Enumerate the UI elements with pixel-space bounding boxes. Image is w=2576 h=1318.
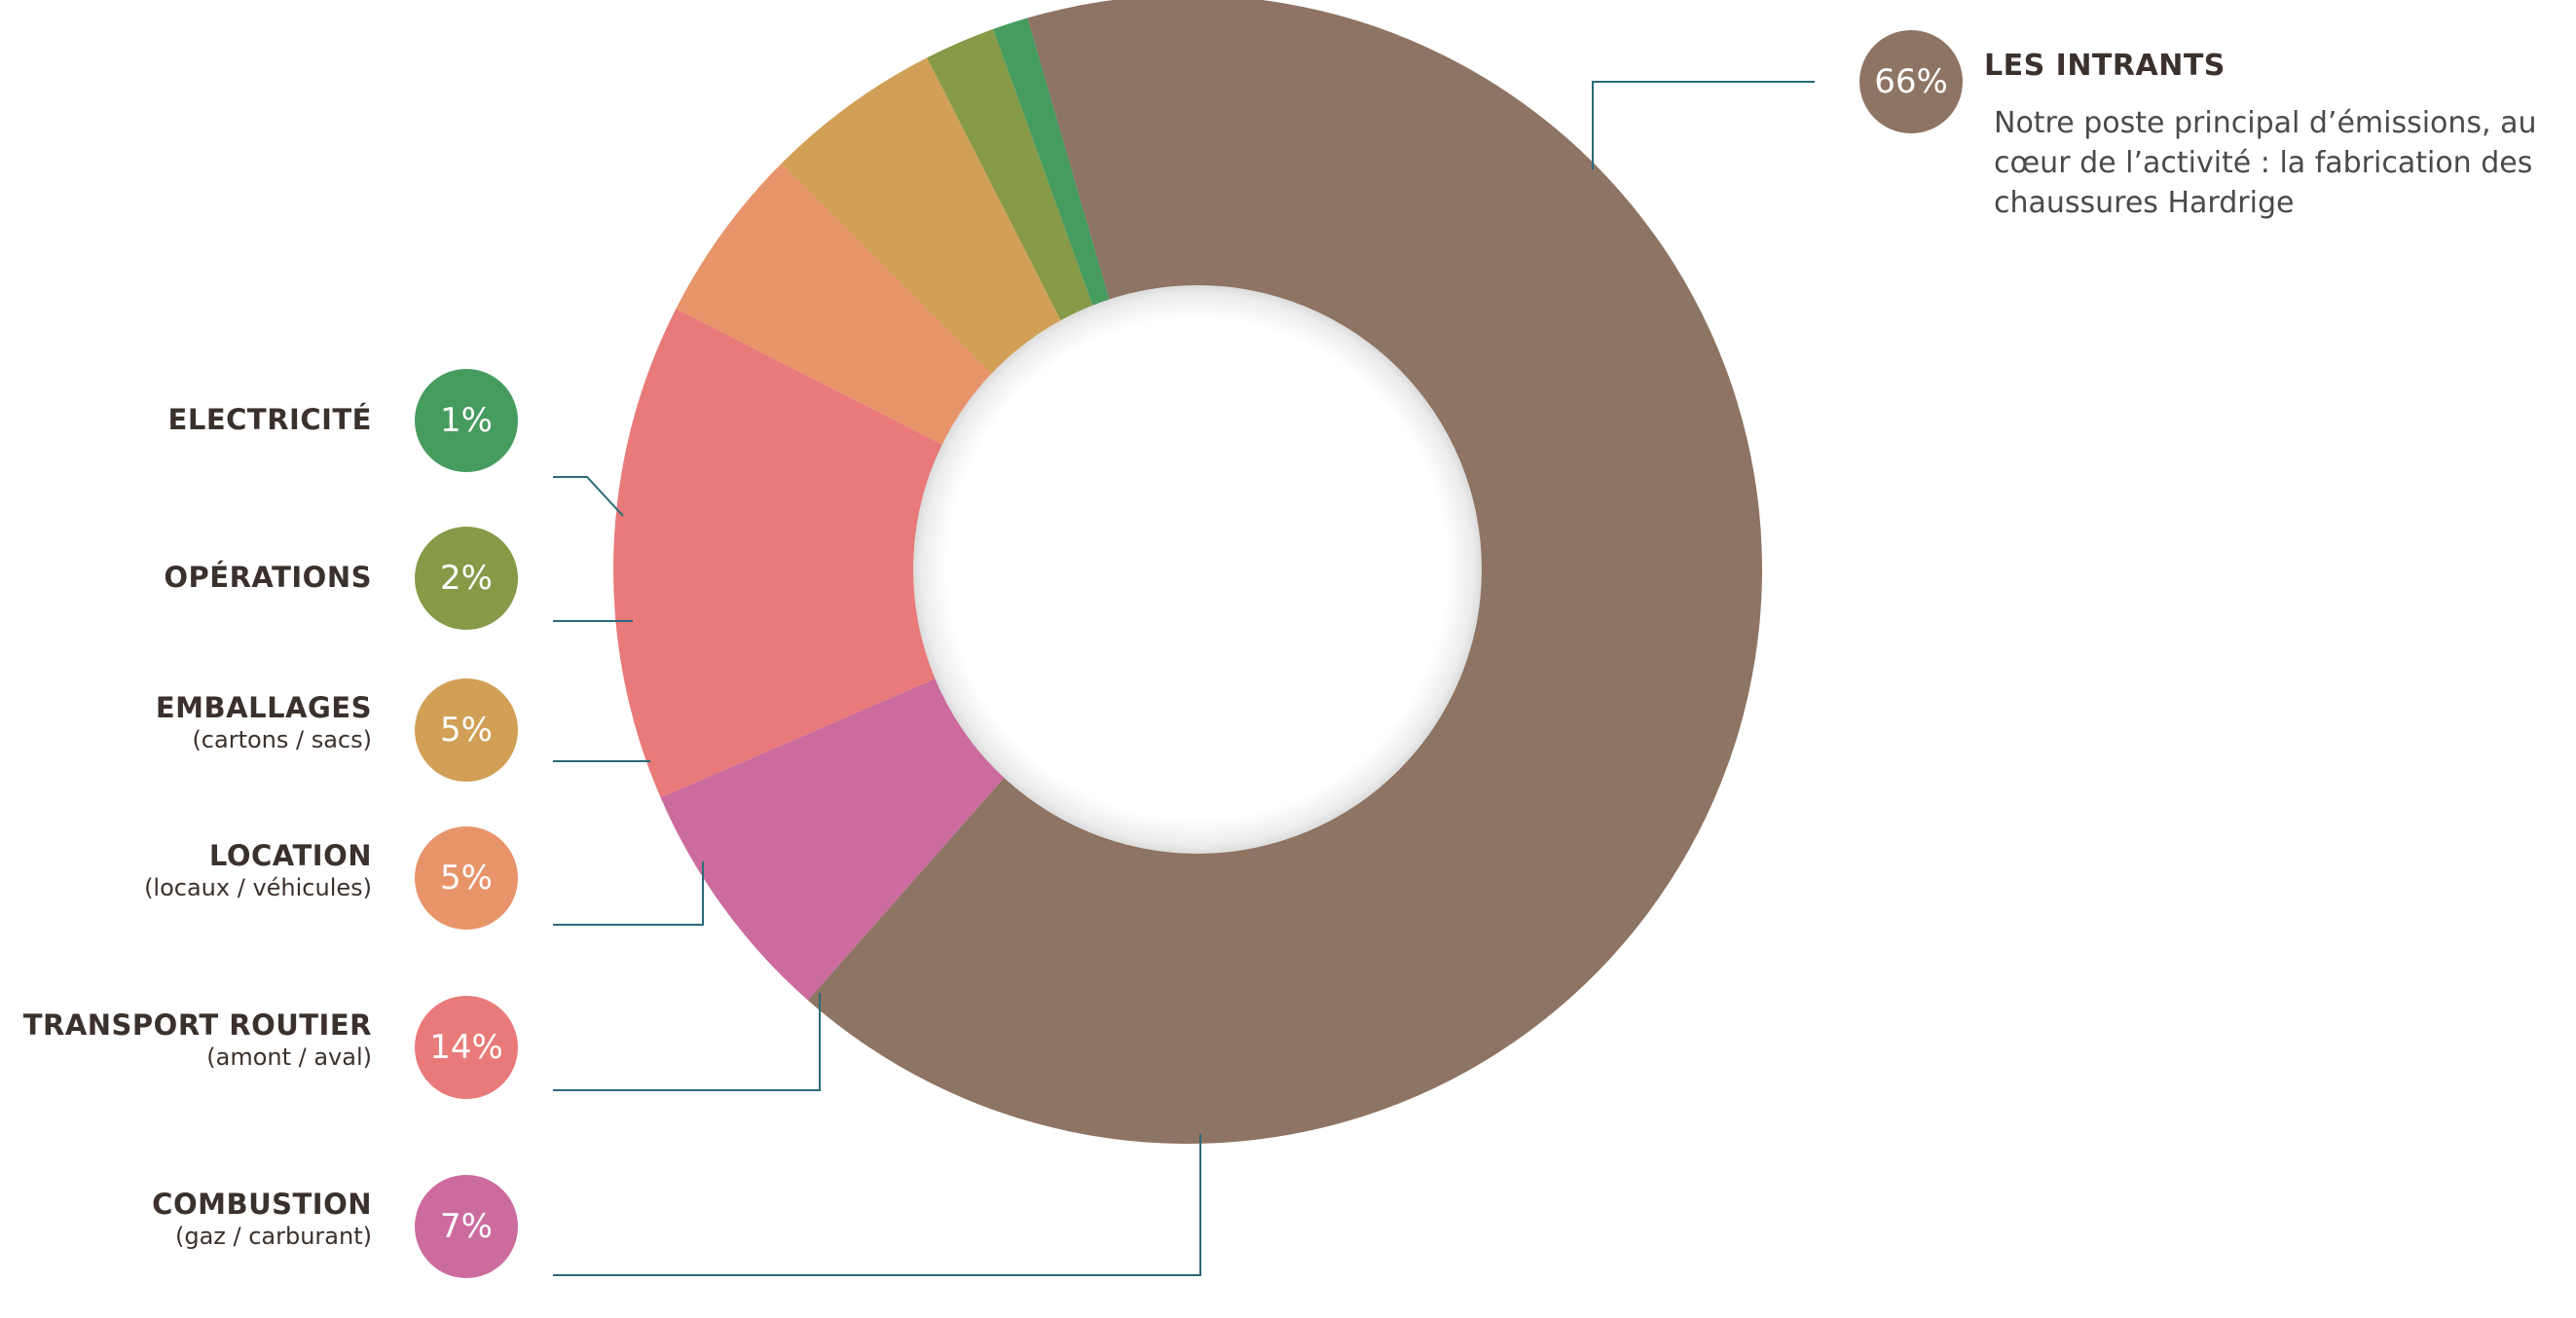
label-location: LOCATION bbox=[208, 839, 372, 872]
leader-line-electricite bbox=[553, 476, 624, 517]
sublabel-emballages: (cartons / sacs) bbox=[192, 726, 372, 753]
badge-location: 5% bbox=[415, 826, 518, 930]
sublabel-combustion: (gaz / carburant) bbox=[174, 1223, 372, 1250]
badge-op-rations: 2% bbox=[415, 527, 518, 630]
label-emballages: EMBALLAGES bbox=[155, 691, 372, 724]
leader-line-combustion bbox=[553, 1134, 1201, 1276]
label-les-intrants-description: Notre poste principal d’émissions, au cœ… bbox=[1994, 106, 2537, 220]
slice-transport-routier bbox=[612, 309, 1188, 798]
badge-electricit-: 1% bbox=[415, 369, 518, 472]
badge-emballages: 5% bbox=[415, 678, 518, 782]
badge-combustion: 7% bbox=[415, 1175, 518, 1278]
label-op-rations: OPÉRATIONS bbox=[164, 561, 372, 594]
leader-line-location bbox=[553, 861, 704, 926]
label-combustion: COMBUSTION bbox=[152, 1188, 372, 1221]
label-transport-routier: TRANSPORT ROUTIER bbox=[22, 1008, 372, 1042]
sublabel-location: (locaux / véhicules) bbox=[144, 874, 372, 901]
label-les-intrants-title: LES INTRANTS bbox=[1984, 49, 2226, 83]
leader-line-transport-routier bbox=[553, 993, 821, 1091]
donut-hole bbox=[913, 285, 1482, 854]
sublabel-transport-routier: (amont / aval) bbox=[206, 1043, 372, 1071]
leader-line-les-intrants bbox=[1592, 81, 1815, 169]
badge-transport-routier: 14% bbox=[415, 996, 518, 1099]
badge-les-intrants: 66% bbox=[1859, 30, 1963, 133]
label-electricit-: ELECTRICITÉ bbox=[167, 403, 372, 436]
